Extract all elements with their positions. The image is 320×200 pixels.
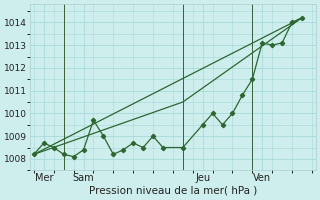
X-axis label: Pression niveau de la mer( hPa ): Pression niveau de la mer( hPa ) [89, 186, 257, 196]
